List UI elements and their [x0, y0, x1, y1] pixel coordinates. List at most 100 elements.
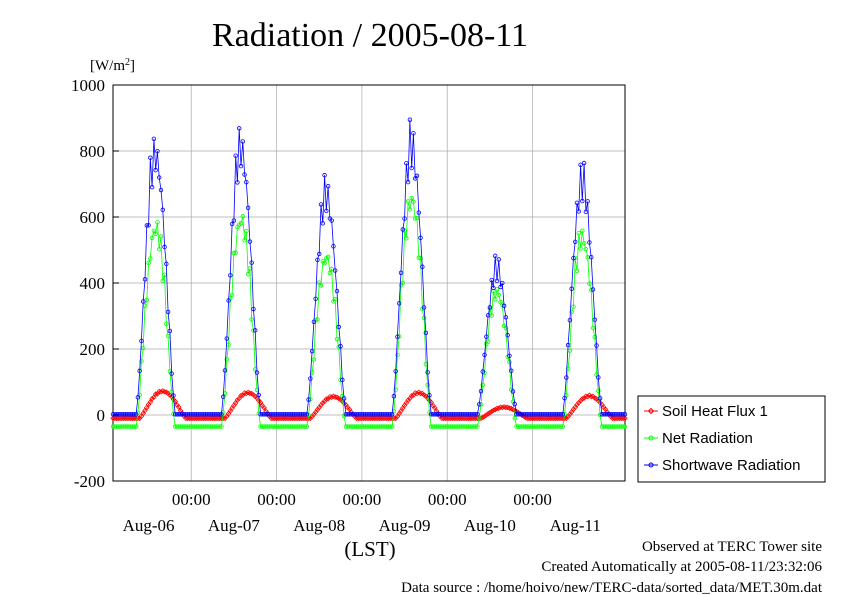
- data-point: [485, 339, 491, 344]
- data-point: [369, 415, 376, 422]
- data-point: [489, 277, 494, 283]
- data-point: [355, 415, 362, 422]
- data-point: [149, 396, 155, 402]
- data-point: [158, 234, 164, 239]
- data-point: [254, 370, 260, 375]
- data-point: [496, 257, 501, 262]
- data-point: [208, 415, 214, 422]
- data-point: [275, 415, 282, 422]
- data-point: [305, 415, 312, 422]
- data-point: [133, 424, 139, 429]
- data-point: [421, 315, 427, 321]
- x-day-label: Aug-06: [123, 516, 175, 535]
- data-point: [597, 396, 603, 401]
- data-point: [229, 221, 235, 227]
- data-point: [488, 408, 495, 415]
- data-point: [120, 415, 127, 422]
- data-point: [237, 126, 242, 131]
- data-point: [512, 401, 517, 407]
- data-point: [397, 301, 402, 306]
- data-point: [512, 416, 517, 421]
- data-point: [122, 415, 129, 422]
- data-point: [132, 424, 137, 429]
- data-point: [234, 397, 241, 403]
- data-point: [256, 392, 261, 398]
- data-point: [336, 324, 341, 330]
- data-point: [592, 334, 597, 340]
- footer-source: Data source : /home/hoivo/new/TERC-data/…: [401, 580, 823, 595]
- data-point: [135, 415, 141, 422]
- data-point: [387, 415, 394, 422]
- data-point: [146, 260, 151, 265]
- data-point: [618, 415, 625, 422]
- data-point: [137, 368, 142, 374]
- data-point: [535, 415, 541, 422]
- data-point: [282, 415, 289, 422]
- data-point: [211, 415, 218, 422]
- legend-swatch-marker: [647, 407, 655, 415]
- data-point: [393, 387, 398, 392]
- data-point: [338, 343, 343, 349]
- data-point: [329, 218, 334, 223]
- data-point: [395, 352, 400, 358]
- data-point: [216, 415, 223, 422]
- data-point: [378, 415, 385, 422]
- data-point: [562, 395, 567, 401]
- data-point: [124, 415, 130, 422]
- data-point: [141, 299, 146, 304]
- series-line: [113, 196, 625, 428]
- data-point: [460, 415, 466, 422]
- data-point: [184, 415, 191, 422]
- data-point: [288, 415, 294, 422]
- data-point: [149, 184, 155, 190]
- data-point: [151, 136, 157, 141]
- data-point: [341, 396, 347, 401]
- data-point: [581, 241, 587, 246]
- data-point: [135, 395, 141, 400]
- data-point: [302, 412, 308, 417]
- data-point: [200, 415, 207, 422]
- data-point: [609, 415, 616, 422]
- series-net-radiation: [110, 195, 628, 429]
- data-point: [556, 415, 562, 422]
- data-point: [451, 415, 458, 422]
- data-point: [507, 359, 512, 365]
- data-point: [485, 313, 491, 318]
- data-point: [308, 376, 313, 381]
- data-point: [531, 415, 538, 422]
- data-point: [360, 415, 367, 422]
- data-point: [413, 216, 418, 221]
- data-point: [245, 271, 251, 277]
- data-point: [587, 281, 592, 286]
- x-day-label: Aug-09: [379, 516, 431, 535]
- data-point: [306, 397, 311, 402]
- legend-label: Shortwave Radiation: [662, 457, 800, 474]
- data-point: [395, 334, 400, 339]
- x-time-label: 00:00: [172, 490, 211, 509]
- data-point: [456, 415, 463, 422]
- data-point: [229, 292, 235, 298]
- x-day-label: Aug-07: [208, 516, 260, 535]
- data-point: [505, 333, 510, 338]
- data-point: [325, 395, 331, 402]
- data-point: [427, 393, 432, 398]
- data-point: [564, 375, 569, 380]
- data-point: [183, 415, 189, 422]
- data-point: [333, 268, 338, 273]
- data-point: [620, 415, 626, 422]
- data-point: [155, 148, 160, 154]
- data-point: [501, 303, 507, 309]
- data-point: [388, 424, 393, 429]
- data-point: [268, 415, 274, 422]
- data-point: [199, 415, 205, 422]
- x-time-label: 00:00: [428, 490, 467, 509]
- data-point: [545, 415, 552, 422]
- data-point: [500, 280, 505, 286]
- chart-title: Radiation / 2005-08-11: [212, 17, 528, 54]
- data-point: [391, 394, 397, 399]
- x-tick-labels: 00:00 00:00 00:00 00:00 00:00 Aug-06 Aug-07 Aug…: [123, 490, 601, 535]
- data-point: [405, 397, 411, 403]
- data-point: [261, 405, 267, 411]
- data-point: [147, 399, 154, 405]
- data-point: [202, 415, 209, 422]
